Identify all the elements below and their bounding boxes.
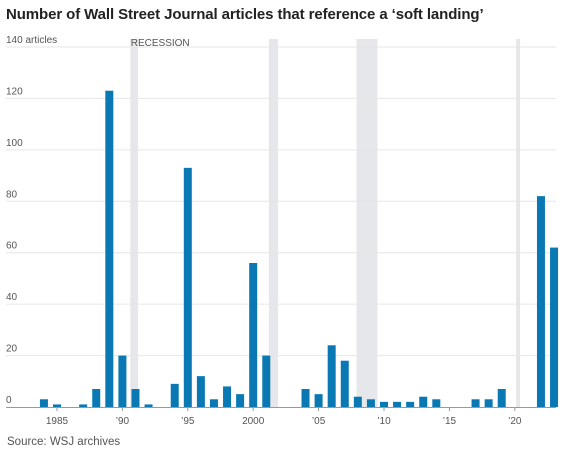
bar-2010 bbox=[380, 401, 388, 407]
bar-2022 bbox=[536, 196, 545, 407]
source-note: Source: WSJ archives bbox=[7, 436, 121, 448]
x-tick-label: ’95 bbox=[181, 416, 195, 427]
y-tick-label: 60 bbox=[6, 241, 18, 252]
bars bbox=[39, 90, 559, 407]
bar-2023 bbox=[550, 247, 559, 407]
bar-2011 bbox=[393, 401, 402, 407]
y-tick-label: 0 bbox=[6, 395, 12, 406]
y-tick-label: 120 bbox=[6, 86, 23, 97]
recession-band bbox=[130, 39, 139, 407]
bar-2001 bbox=[262, 355, 271, 407]
bar-2013 bbox=[419, 396, 428, 407]
bar-2019 bbox=[497, 389, 506, 407]
bar-1996 bbox=[196, 376, 205, 407]
x-tick-label: ’05 bbox=[312, 416, 326, 427]
bar-2017 bbox=[471, 399, 480, 407]
bar-2006 bbox=[327, 345, 336, 407]
y-tick-label: 40 bbox=[6, 292, 18, 303]
bar-1994 bbox=[170, 383, 179, 407]
chart-title: Number of Wall Street Journal articles t… bbox=[6, 6, 484, 23]
y-tick-label: 100 bbox=[6, 138, 23, 149]
x-tick-label: ’90 bbox=[116, 416, 130, 427]
bar-2000 bbox=[249, 263, 258, 407]
bar-1985 bbox=[53, 404, 61, 407]
bar-1984 bbox=[39, 399, 48, 407]
recession-label: RECESSION bbox=[131, 38, 190, 49]
x-tick-label: 1985 bbox=[46, 416, 69, 427]
gridlines bbox=[6, 46, 556, 408]
y-tick-label: 140 articles bbox=[6, 35, 57, 46]
x-tick-label: ’15 bbox=[443, 416, 457, 427]
y-axis-ticks: 0 20 40 60 80 100 120 140 articles bbox=[6, 35, 57, 406]
bar-2014 bbox=[432, 399, 441, 407]
bar-2018 bbox=[484, 399, 493, 407]
bar-2008 bbox=[353, 396, 362, 407]
x-tick-label: ’10 bbox=[377, 416, 391, 427]
bar-1987 bbox=[79, 404, 88, 407]
recession-band bbox=[268, 39, 279, 407]
bar-1991 bbox=[131, 389, 140, 407]
bar-1992 bbox=[144, 404, 153, 407]
bar-2012 bbox=[406, 401, 415, 407]
bar-1995 bbox=[183, 167, 192, 407]
bar-2007 bbox=[340, 360, 349, 407]
bar-2005 bbox=[314, 394, 323, 407]
x-tick-label: 2000 bbox=[242, 416, 265, 427]
y-tick-label: 80 bbox=[6, 189, 18, 200]
x-axis-ticks: 1985 ’90 ’95 2000 ’05 ’10 ’15 ’20 bbox=[46, 407, 522, 427]
bar-1988 bbox=[92, 389, 101, 407]
bar-1998 bbox=[223, 386, 232, 407]
bar-2009 bbox=[366, 399, 375, 407]
recession-band bbox=[356, 39, 378, 407]
recession-bands bbox=[130, 39, 521, 407]
bar-1989 bbox=[105, 90, 114, 407]
y-tick-label: 20 bbox=[6, 344, 18, 355]
x-tick-label: ’20 bbox=[508, 416, 522, 427]
bar-1990 bbox=[118, 355, 127, 407]
bar-1999 bbox=[236, 394, 245, 407]
bar-1997 bbox=[209, 399, 218, 407]
recession-band bbox=[516, 39, 521, 407]
bar-2004 bbox=[301, 389, 310, 407]
